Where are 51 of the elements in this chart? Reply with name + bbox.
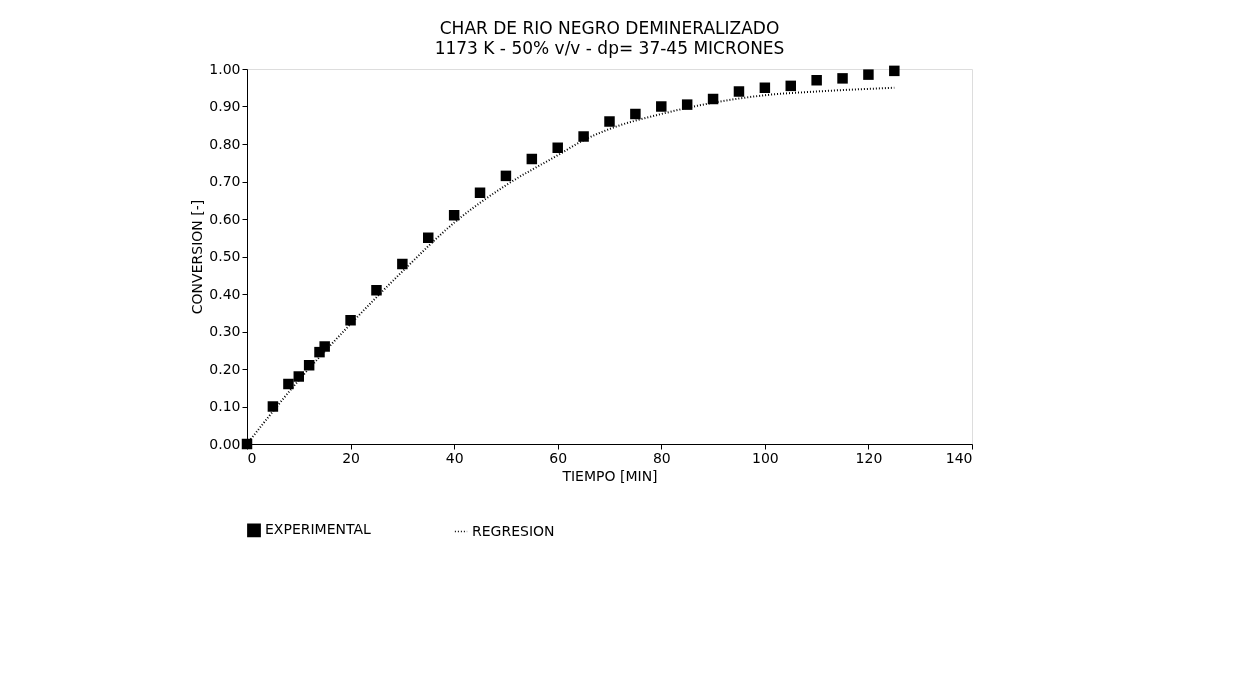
point [681, 99, 693, 110]
y-tick-label: 0.90 [209, 98, 241, 114]
y-axis-title: CONVERSION [-] [189, 199, 206, 315]
y-tick-label: 0.40 [209, 285, 241, 302]
y-tick-label: 0.50 [209, 248, 241, 264]
y-tick-label: 0.20 [209, 360, 241, 377]
point [474, 187, 486, 198]
point [837, 73, 848, 84]
x-tick-label: 0 [247, 449, 257, 466]
point [785, 80, 796, 92]
y-tick-label: 0.30 [209, 323, 241, 339]
point [345, 315, 356, 326]
point [604, 116, 615, 127]
x-tick-label: 80 [652, 449, 671, 466]
y-tick-label: 0.00 [209, 435, 241, 452]
point [267, 401, 279, 412]
y-tick-label: 0.10 [209, 398, 241, 414]
point [656, 101, 667, 112]
x-tick-label: 60 [549, 449, 568, 466]
point [889, 65, 900, 77]
x-tick-label: 20 [342, 449, 360, 466]
point [371, 285, 382, 296]
y-tick-label: 0.80 [209, 135, 241, 152]
x-tick-label: 100 [751, 449, 779, 466]
point [448, 210, 460, 221]
x-tick-label: 140 [945, 449, 973, 466]
point [293, 371, 305, 382]
point [526, 153, 538, 165]
point [241, 438, 253, 450]
point [423, 232, 434, 243]
point [397, 258, 408, 270]
point [552, 142, 563, 153]
legend-label: REGRESION [472, 522, 555, 539]
point [733, 86, 745, 97]
x-tick-label: 120 [855, 449, 883, 466]
chart-subtitle: 1173 K - 50% v/v - dp= 37-45 MICRONES [434, 38, 785, 58]
y-tick-label: 0.60 [209, 210, 241, 227]
legend-label: EXPERIMENTAL [265, 521, 372, 538]
point [500, 170, 512, 182]
chart-title: CHAR DE RIO NEGRO DEMINERALIZADO [439, 18, 780, 38]
point [319, 341, 330, 352]
point [863, 69, 874, 80]
point [283, 378, 294, 390]
point [630, 108, 641, 120]
point [578, 131, 589, 142]
point [811, 75, 822, 86]
y-tick-label: 1.00 [209, 60, 241, 77]
y-tick-label: 0.70 [209, 173, 241, 189]
x-tick-label: 40 [445, 449, 464, 466]
point [759, 82, 771, 93]
x-axis-title: TIEMPO [MIN] [561, 467, 658, 484]
